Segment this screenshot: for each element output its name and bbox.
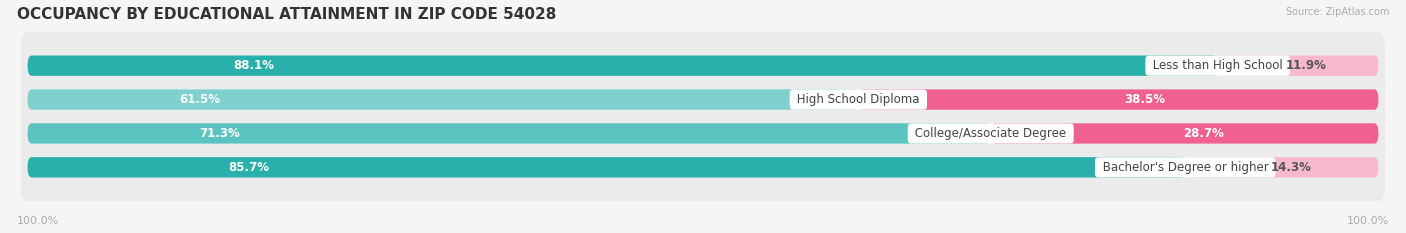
Text: 61.5%: 61.5% [179,93,221,106]
Text: 28.7%: 28.7% [1184,127,1225,140]
FancyBboxPatch shape [21,99,1385,167]
FancyBboxPatch shape [21,32,1385,99]
FancyBboxPatch shape [28,157,1185,178]
Text: 100.0%: 100.0% [17,216,59,226]
Text: High School Diploma: High School Diploma [793,93,924,106]
Text: Less than High School: Less than High School [1149,59,1286,72]
FancyBboxPatch shape [21,134,1385,201]
FancyBboxPatch shape [1185,157,1378,178]
Text: 71.3%: 71.3% [200,127,240,140]
Text: Bachelor's Degree or higher: Bachelor's Degree or higher [1098,161,1272,174]
Text: College/Associate Degree: College/Associate Degree [911,127,1070,140]
Text: 85.7%: 85.7% [228,161,269,174]
FancyBboxPatch shape [1218,55,1378,76]
FancyBboxPatch shape [28,55,1218,76]
Text: 11.9%: 11.9% [1285,59,1326,72]
FancyBboxPatch shape [21,66,1385,134]
FancyBboxPatch shape [28,89,858,110]
Text: 38.5%: 38.5% [1123,93,1166,106]
Text: 88.1%: 88.1% [233,59,274,72]
FancyBboxPatch shape [991,123,1378,144]
FancyBboxPatch shape [858,89,1378,110]
Text: 14.3%: 14.3% [1271,161,1312,174]
Text: 100.0%: 100.0% [1347,216,1389,226]
FancyBboxPatch shape [28,123,991,144]
Text: OCCUPANCY BY EDUCATIONAL ATTAINMENT IN ZIP CODE 54028: OCCUPANCY BY EDUCATIONAL ATTAINMENT IN Z… [17,7,557,22]
Text: Source: ZipAtlas.com: Source: ZipAtlas.com [1285,7,1389,17]
